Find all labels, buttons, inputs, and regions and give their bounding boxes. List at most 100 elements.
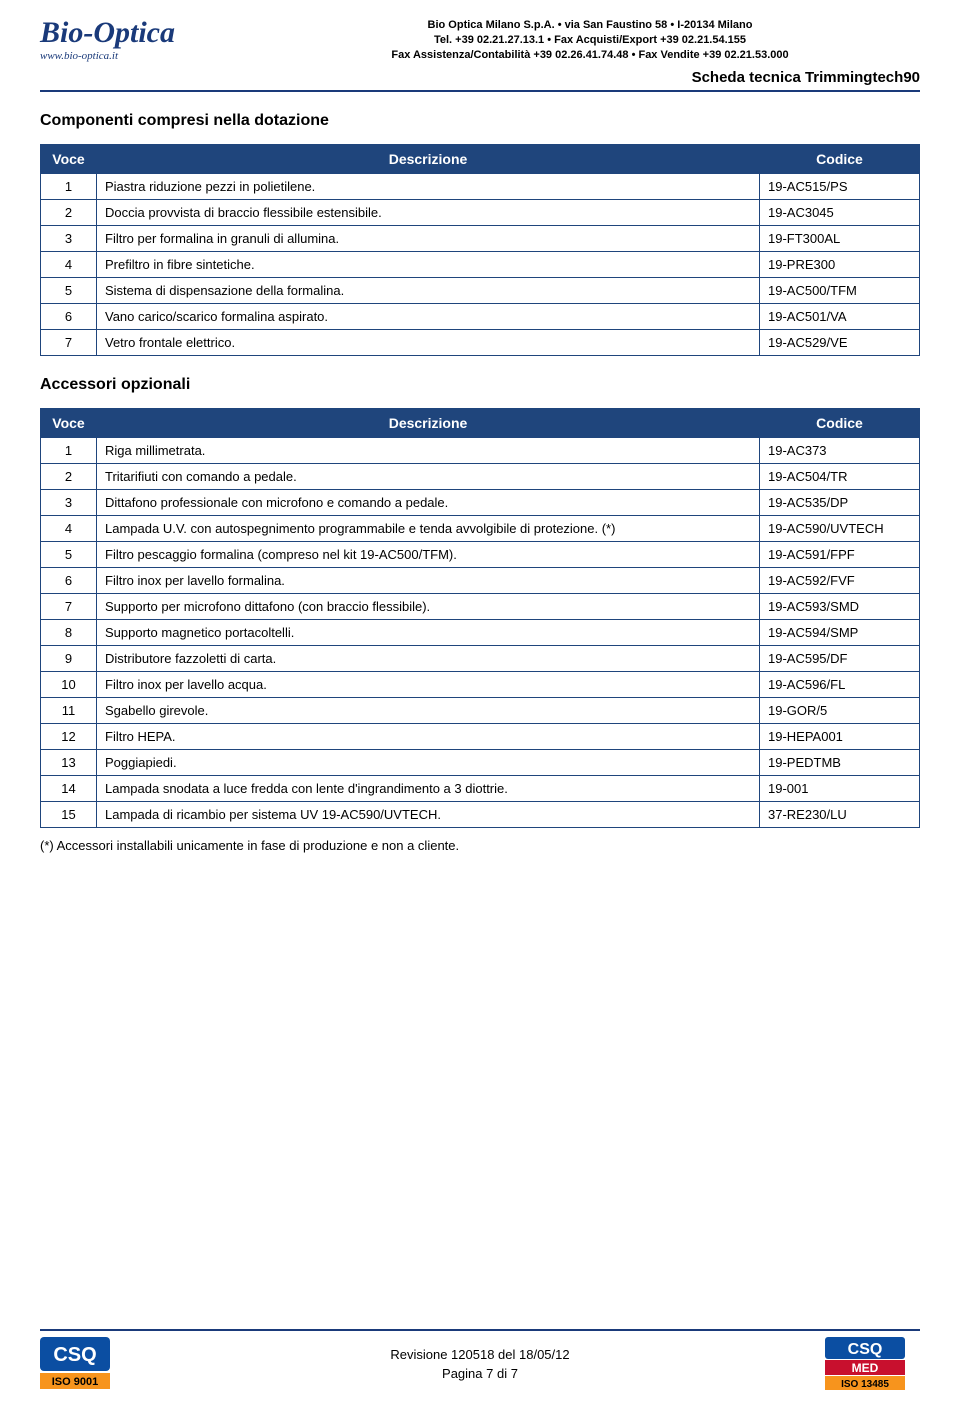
company-line-1: Bio Optica Milano S.p.A. • via San Faust… [260, 18, 920, 33]
footer-page-number: Pagina 7 di 7 [390, 1365, 569, 1383]
cell-desc: Tritarifiuti con comando a pedale. [97, 463, 760, 489]
table-row: 14Lampada snodata a luce fredda con lent… [41, 775, 920, 801]
section1-title: Componenti compresi nella dotazione [40, 112, 920, 130]
company-line-3: Fax Assistenza/Contabilità +39 02.26.41.… [260, 48, 920, 63]
logo-text: Bio-Optica [40, 18, 240, 48]
table-row: 3Dittafono professionale con microfono e… [41, 489, 920, 515]
cell-voce: 7 [41, 329, 97, 355]
cell-desc: Dittafono professionale con microfono e … [97, 489, 760, 515]
cell-code: 19-GOR/5 [760, 697, 920, 723]
cell-desc: Supporto magnetico portacoltelli. [97, 619, 760, 645]
cell-code: 19-AC595/DF [760, 645, 920, 671]
cell-voce: 10 [41, 671, 97, 697]
table-row: 11Sgabello girevole.19-GOR/5 [41, 697, 920, 723]
col-desc-header: Descrizione [97, 144, 760, 173]
table-row: 1Riga millimetrata.19-AC373 [41, 437, 920, 463]
cell-code: 19-AC592/FVF [760, 567, 920, 593]
table-row: 7Supporto per microfono dittafono (con b… [41, 593, 920, 619]
col-code-header: Codice [760, 408, 920, 437]
cell-desc: Filtro inox per lavello formalina. [97, 567, 760, 593]
cell-voce: 7 [41, 593, 97, 619]
cell-code: 19-AC535/DP [760, 489, 920, 515]
cell-code: 19-AC590/UVTECH [760, 515, 920, 541]
cell-desc: Prefiltro in fibre sintetiche. [97, 251, 760, 277]
table-row: 9Distributore fazzoletti di carta.19-AC5… [41, 645, 920, 671]
section2-title: Accessori opzionali [40, 376, 920, 394]
footer-row: CSQ ISO 9001 Revisione 120518 del 18/05/… [40, 1337, 920, 1392]
badge-csq-text: CSQ [53, 1344, 96, 1366]
page: Bio-Optica www.bio-optica.it Bio Optica … [0, 0, 960, 1410]
cell-voce: 8 [41, 619, 97, 645]
table-row: 8Supporto magnetico portacoltelli.19-AC5… [41, 619, 920, 645]
table-row: 5Sistema di dispensazione della formalin… [41, 277, 920, 303]
col-voce-header: Voce [41, 408, 97, 437]
cell-voce: 14 [41, 775, 97, 801]
cell-desc: Lampada snodata a luce fredda con lente … [97, 775, 760, 801]
accessories-table: Voce Descrizione Codice 1Riga millimetra… [40, 408, 920, 828]
table-row: 15Lampada di ricambio per sistema UV 19-… [41, 801, 920, 827]
cell-voce: 3 [41, 225, 97, 251]
page-header: Bio-Optica www.bio-optica.it Bio Optica … [40, 18, 920, 63]
csq-iso9001-badge: CSQ ISO 9001 [40, 1337, 135, 1392]
document-title: Scheda tecnica Trimmingtech90 [40, 69, 920, 86]
accessories-footnote: (*) Accessori installabili unicamente in… [40, 838, 920, 853]
table-row: 7Vetro frontale elettrico.19-AC529/VE [41, 329, 920, 355]
cell-desc: Filtro pescaggio formalina (compreso nel… [97, 541, 760, 567]
badge-csq-text-2: CSQ [848, 1341, 883, 1358]
table-row: 5Filtro pescaggio formalina (compreso ne… [41, 541, 920, 567]
cell-voce: 1 [41, 437, 97, 463]
cell-code: 19-AC373 [760, 437, 920, 463]
cell-code: 19-PEDTMB [760, 749, 920, 775]
cell-voce: 1 [41, 173, 97, 199]
logo-block: Bio-Optica www.bio-optica.it [40, 18, 240, 62]
cell-desc: Riga millimetrata. [97, 437, 760, 463]
table-row: 4Prefiltro in fibre sintetiche.19-PRE300 [41, 251, 920, 277]
cell-code: 19-AC591/FPF [760, 541, 920, 567]
cell-voce: 2 [41, 199, 97, 225]
cell-desc: Distributore fazzoletti di carta. [97, 645, 760, 671]
cell-voce: 5 [41, 277, 97, 303]
table-row: 12Filtro HEPA.19-HEPA001 [41, 723, 920, 749]
table-row: 2Tritarifiuti con comando a pedale.19-AC… [41, 463, 920, 489]
cell-voce: 9 [41, 645, 97, 671]
cell-voce: 4 [41, 251, 97, 277]
cell-desc: Lampada U.V. con autospegnimento program… [97, 515, 760, 541]
cell-desc: Poggiapiedi. [97, 749, 760, 775]
cell-voce: 3 [41, 489, 97, 515]
cell-desc: Lampada di ricambio per sistema UV 19-AC… [97, 801, 760, 827]
table-header-row: Voce Descrizione Codice [41, 144, 920, 173]
table-row: 4Lampada U.V. con autospegnimento progra… [41, 515, 920, 541]
cell-desc: Vetro frontale elettrico. [97, 329, 760, 355]
cell-code: 37-RE230/LU [760, 801, 920, 827]
cell-voce: 5 [41, 541, 97, 567]
cell-desc: Filtro per formalina in granuli di allum… [97, 225, 760, 251]
table-row: 10Filtro inox per lavello acqua.19-AC596… [41, 671, 920, 697]
cell-code: 19-AC529/VE [760, 329, 920, 355]
cell-voce: 12 [41, 723, 97, 749]
cell-desc: Piastra riduzione pezzi in polietilene. [97, 173, 760, 199]
cell-code: 19-AC596/FL [760, 671, 920, 697]
cell-desc: Filtro HEPA. [97, 723, 760, 749]
page-footer: CSQ ISO 9001 Revisione 120518 del 18/05/… [40, 1329, 920, 1392]
footer-center: Revisione 120518 del 18/05/12 Pagina 7 d… [390, 1346, 569, 1382]
col-voce-header: Voce [41, 144, 97, 173]
cell-code: 19-AC501/VA [760, 303, 920, 329]
cell-voce: 4 [41, 515, 97, 541]
cell-code: 19-001 [760, 775, 920, 801]
cell-desc: Sgabello girevole. [97, 697, 760, 723]
cell-code: 19-AC3045 [760, 199, 920, 225]
table-row: 2Doccia provvista di braccio flessibile … [41, 199, 920, 225]
cell-voce: 13 [41, 749, 97, 775]
cell-voce: 2 [41, 463, 97, 489]
cell-voce: 6 [41, 303, 97, 329]
badge-iso9001-text: ISO 9001 [52, 1376, 98, 1388]
col-code-header: Codice [760, 144, 920, 173]
cell-code: 19-AC504/TR [760, 463, 920, 489]
cell-code: 19-PRE300 [760, 251, 920, 277]
cell-voce: 15 [41, 801, 97, 827]
logo-url: www.bio-optica.it [40, 50, 240, 62]
table-header-row: Voce Descrizione Codice [41, 408, 920, 437]
table-row: 3Filtro per formalina in granuli di allu… [41, 225, 920, 251]
cell-code: 19-AC594/SMP [760, 619, 920, 645]
col-desc-header: Descrizione [97, 408, 760, 437]
